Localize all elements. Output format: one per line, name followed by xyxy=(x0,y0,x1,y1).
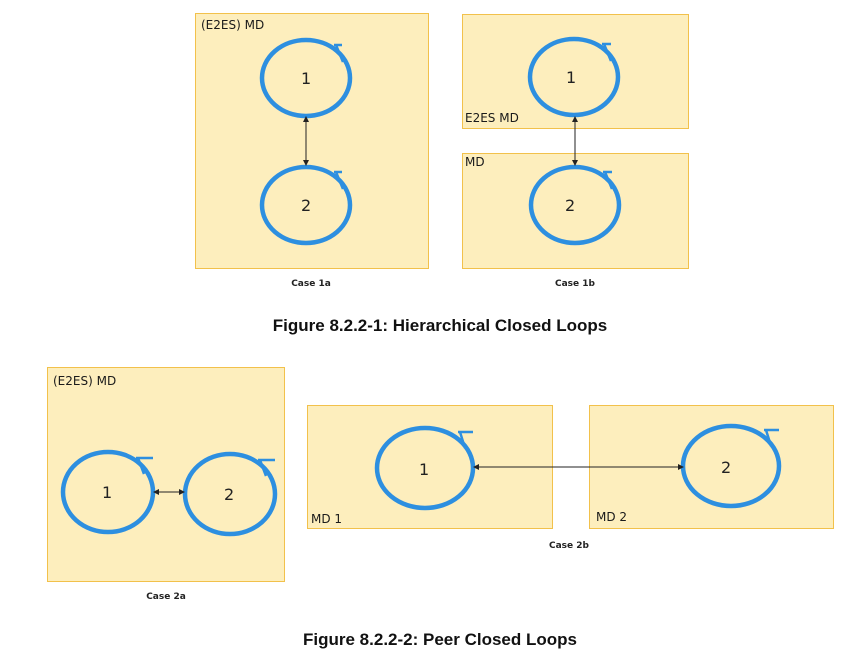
case-2a-loop-2-number: 2 xyxy=(224,485,234,504)
case-2a-loop-1-icon: 1 xyxy=(60,449,156,535)
case-1a-md-box xyxy=(195,13,429,269)
case-2a-md-box xyxy=(47,367,285,582)
case-1b-loop-1-icon: 1 xyxy=(527,36,621,118)
case-2b-right-box-label: MD 2 xyxy=(596,510,628,524)
case-1a-label: Case 1a xyxy=(291,279,331,289)
case-2a-loop-1-number: 1 xyxy=(102,483,112,502)
case-1b-bottom-box-label: MD xyxy=(465,155,485,169)
case-1a-loop-2-number: 2 xyxy=(301,196,311,215)
case-1a-loop-2-icon: 2 xyxy=(259,164,353,246)
figure-1-caption: Figure 8.2.2-1: Hierarchical Closed Loop… xyxy=(272,316,608,335)
case-1a-loop-1-icon: 1 xyxy=(259,37,353,119)
figure-2-caption: Figure 8.2.2-2: Peer Closed Loops xyxy=(303,630,577,649)
case-2b-left-box-label: MD 1 xyxy=(311,512,343,526)
case-1b-md-box xyxy=(462,153,689,269)
case-1b-loop-1-number: 1 xyxy=(566,68,576,87)
case-1b-loop-2-number: 2 xyxy=(565,196,575,215)
case-1a-box-label: (E2ES) MD xyxy=(201,18,265,32)
case-1b-label: Case 1b xyxy=(555,279,595,289)
case-2a-label: Case 2a xyxy=(146,592,186,602)
case-2b-label: Case 2b xyxy=(549,541,589,551)
case-2a-loop-2-icon: 2 xyxy=(182,451,278,537)
case-2b-loop-1-number: 1 xyxy=(419,460,429,479)
case-2b-loop-2-icon: 2 xyxy=(680,423,782,509)
case-1b-loop-2-icon: 2 xyxy=(528,164,622,246)
case-2a-box-label: (E2ES) MD xyxy=(53,374,117,388)
case-2b-loop-2-number: 2 xyxy=(721,458,731,477)
case-1b-e2es-md-box xyxy=(462,14,689,129)
case-2b-loop-1-icon: 1 xyxy=(374,425,476,511)
case-1a-loop-1-number: 1 xyxy=(301,69,311,88)
case-1b-top-box-label: E2ES MD xyxy=(465,111,519,125)
